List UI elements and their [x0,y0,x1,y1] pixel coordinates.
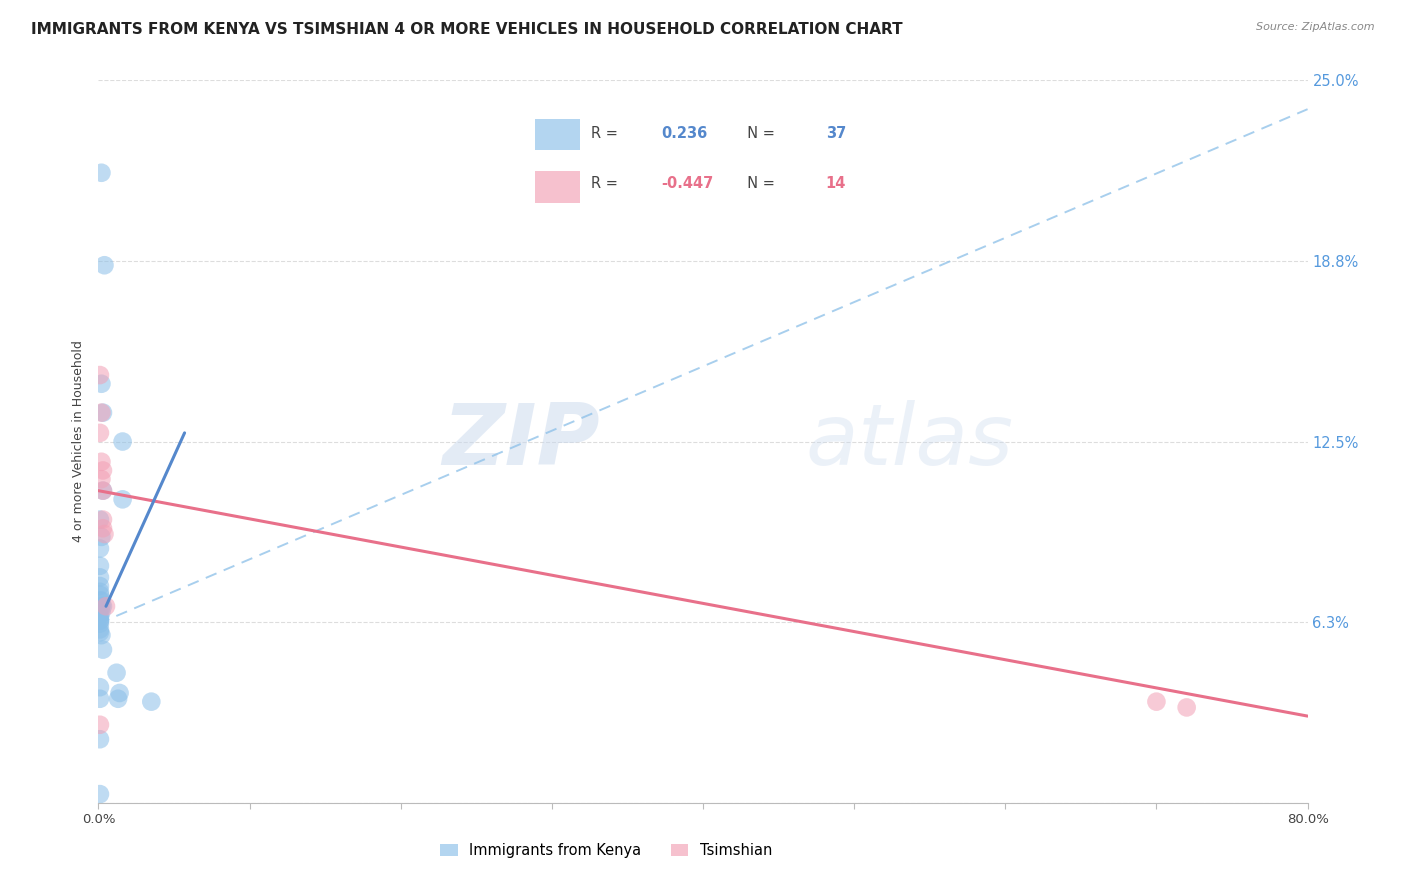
Point [93,258,115,272]
Point [89,732,111,747]
Point [90,406,112,420]
Point [91,642,114,657]
Point [89,680,111,694]
Point [89,425,111,440]
Point [89,512,111,526]
Point [89,368,111,382]
Point [89,541,111,556]
Text: ZIP: ZIP [443,400,600,483]
Point [91,512,114,526]
Point [89,570,111,584]
Point [111,434,134,449]
Point [89,623,111,637]
Point [1144,695,1167,709]
Point [93,527,115,541]
Point [94,599,117,614]
Point [91,521,114,535]
Point [90,530,112,544]
Point [89,614,111,628]
Point [89,625,111,640]
Point [90,593,112,607]
Point [90,166,112,180]
Legend: Immigrants from Kenya, Tsimshian: Immigrants from Kenya, Tsimshian [434,838,778,864]
Text: IMMIGRANTS FROM KENYA VS TSIMSHIAN 4 OR MORE VEHICLES IN HOUSEHOLD CORRELATION C: IMMIGRANTS FROM KENYA VS TSIMSHIAN 4 OR … [31,22,903,37]
Text: Source: ZipAtlas.com: Source: ZipAtlas.com [1257,22,1375,32]
Point [89,584,111,599]
Point [91,463,114,477]
Point [90,628,112,642]
Point [111,492,134,507]
Y-axis label: 4 or more Vehicles in Household: 4 or more Vehicles in Household [72,341,86,542]
Point [91,483,114,498]
Point [89,588,111,602]
Point [89,593,111,607]
Point [89,718,111,732]
Text: atlas: atlas [806,400,1014,483]
Point [107,691,129,706]
Point [89,579,111,593]
Point [141,695,163,709]
Point [91,483,114,498]
Point [89,616,111,631]
Point [89,558,111,573]
Point [89,607,111,622]
Point [105,665,128,680]
Point [91,406,114,420]
Point [90,599,112,614]
Point [89,611,111,625]
Point [108,686,131,700]
Point [1175,700,1198,714]
Point [90,376,112,391]
Point [89,691,111,706]
Point [90,472,112,486]
Point [89,614,111,628]
Point [89,787,111,801]
Point [90,605,112,619]
Point [91,599,114,614]
Point [90,455,112,469]
